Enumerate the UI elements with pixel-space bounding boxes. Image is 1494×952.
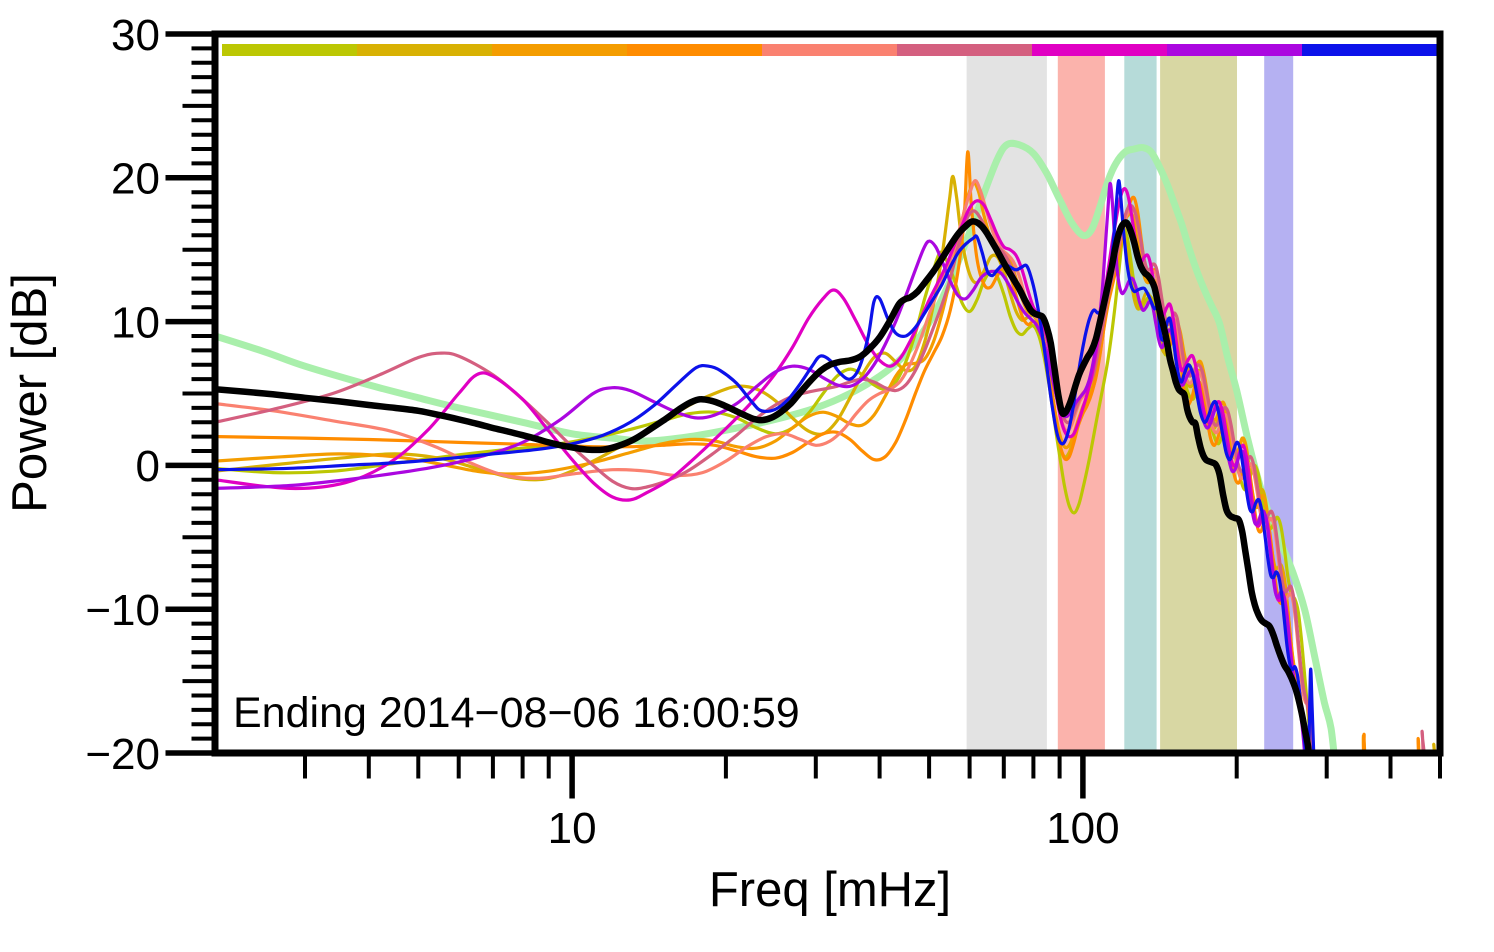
y-tick-label: −20 bbox=[85, 730, 160, 779]
y-tick-label: 30 bbox=[111, 11, 160, 60]
x-tick-label: 100 bbox=[1046, 804, 1119, 853]
band-teal bbox=[1124, 56, 1157, 750]
spectra-curves bbox=[218, 139, 1436, 750]
color-bar-segment-9 bbox=[1302, 44, 1438, 56]
band-pink bbox=[1057, 56, 1105, 750]
ending-timestamp-annotation: Ending 2014−08−06 16:00:59 bbox=[233, 689, 800, 737]
y-tick-label: 10 bbox=[111, 298, 160, 347]
y-axis-ticks: 30 20 10 0 −10 −20 bbox=[85, 11, 212, 779]
x-axis-ticks: 10 100 bbox=[303, 756, 1442, 853]
color-bar-segment-3 bbox=[492, 44, 628, 56]
color-bar-segment-5 bbox=[762, 44, 898, 56]
color-bar-segment-4 bbox=[627, 44, 763, 56]
color-bar-segment-7 bbox=[1032, 44, 1168, 56]
x-tick-label: 10 bbox=[548, 804, 597, 853]
curve-mean bbox=[218, 218, 1312, 750]
segment-color-bar bbox=[222, 44, 1438, 56]
y-tick-label: 0 bbox=[136, 442, 160, 491]
y-tick-label: 20 bbox=[111, 155, 160, 204]
curve-interval-4 bbox=[218, 150, 1421, 750]
y-axis-title: Power [dB] bbox=[3, 273, 57, 513]
y-tick-label: −10 bbox=[85, 586, 160, 635]
curve-reference-smoothed bbox=[218, 139, 1338, 750]
shaded-frequency-bands bbox=[966, 56, 1294, 750]
axis-frame bbox=[211, 30, 1444, 757]
color-bar-segment-8 bbox=[1167, 44, 1303, 56]
x-axis-title: Freq [mHz] bbox=[708, 863, 952, 917]
color-bar-segment-2 bbox=[357, 44, 493, 56]
band-gray bbox=[966, 56, 1047, 750]
color-bar-segment-6 bbox=[897, 44, 1033, 56]
curve-interval-8 bbox=[218, 181, 1306, 750]
color-bar-segment-1 bbox=[222, 44, 358, 56]
